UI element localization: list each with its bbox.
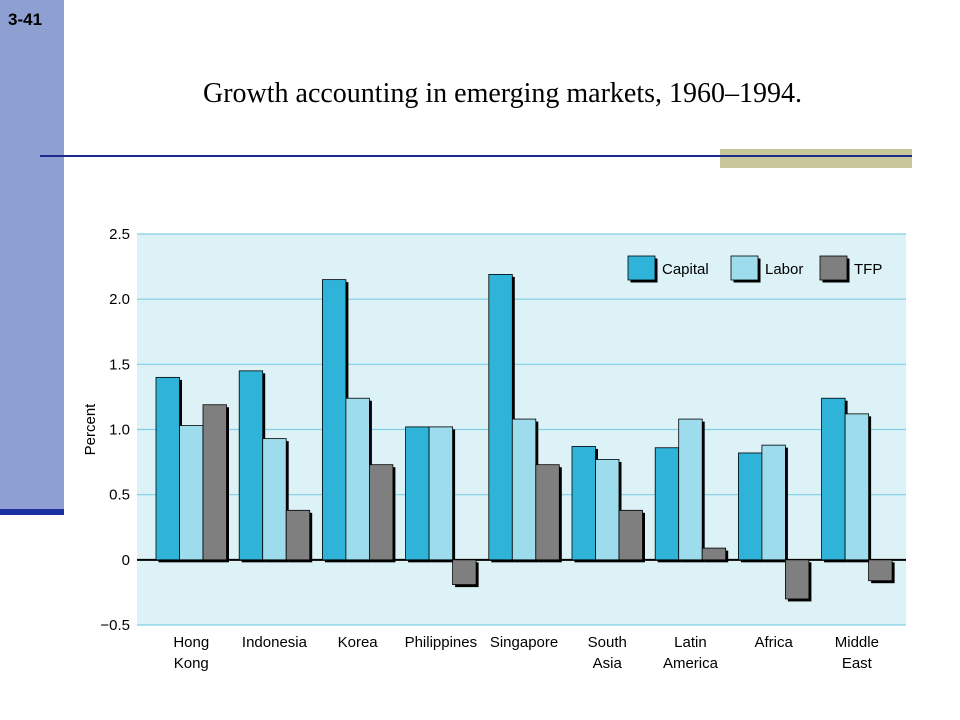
bar-labor xyxy=(844,413,869,561)
bar-tfp xyxy=(618,509,643,561)
title-rule-accent-line xyxy=(720,155,912,157)
bar-labor xyxy=(345,397,370,561)
bar-tfp xyxy=(452,559,477,585)
bar-tfp xyxy=(202,404,227,561)
bar-labor xyxy=(595,459,620,561)
bar-labor xyxy=(428,426,454,561)
legend-swatch-capital xyxy=(627,255,656,281)
x-category-label: Indonesia xyxy=(242,634,308,651)
y-axis-label: Percent xyxy=(82,403,99,456)
x-category-label: Middle xyxy=(835,634,879,651)
bar-capital xyxy=(155,376,180,561)
x-category-label: America xyxy=(663,655,719,672)
x-category-label: East xyxy=(842,655,873,672)
bar-labor xyxy=(678,418,703,561)
legend-label-capital: Capital xyxy=(662,261,709,278)
y-tick-label: 1.0 xyxy=(109,422,130,439)
bar-capital xyxy=(654,447,680,561)
x-category-label: Singapore xyxy=(490,634,558,651)
bar-tfp xyxy=(701,547,727,561)
legend-label-tfp: TFP xyxy=(854,261,882,278)
x-category-label: South xyxy=(588,634,627,651)
y-tick-label: 2.5 xyxy=(109,226,130,243)
bar-labor xyxy=(179,425,204,561)
bar-tfp xyxy=(868,559,893,582)
bar-tfp xyxy=(785,559,810,600)
bar-capital xyxy=(238,370,264,561)
x-category-label: Korea xyxy=(338,634,379,651)
bar-tfp xyxy=(285,509,311,561)
bar-capital xyxy=(821,397,846,561)
x-category-label: Latin xyxy=(674,634,707,651)
x-category-label: Africa xyxy=(754,634,793,651)
bar-capital xyxy=(738,452,763,561)
title-rule-accent xyxy=(720,149,912,168)
left-sidebar-underline xyxy=(0,509,64,515)
left-sidebar-bar xyxy=(0,0,64,512)
y-tick-label: 1.5 xyxy=(109,356,130,373)
bar-capital xyxy=(321,279,347,561)
bar-tfp xyxy=(535,464,560,561)
x-category-label: Hong xyxy=(173,634,209,651)
y-tick-label: −0.5 xyxy=(100,617,130,634)
x-category-label: Kong xyxy=(174,655,209,672)
bar-labor xyxy=(511,418,537,561)
bar-tfp xyxy=(368,464,394,561)
bar-labor xyxy=(262,438,287,561)
y-tick-label: 2.0 xyxy=(109,291,130,308)
title-rule xyxy=(40,155,912,157)
y-tick-label: 0.5 xyxy=(109,487,130,504)
bar-labor xyxy=(761,444,786,561)
legend-swatch-tfp xyxy=(819,255,848,281)
y-tick-label: 0 xyxy=(122,552,130,569)
slide-number: 3-41 xyxy=(8,10,43,29)
bar-capital xyxy=(571,446,596,561)
legend-swatch-labor xyxy=(730,255,759,281)
x-category-label: Philippines xyxy=(405,634,478,651)
legend-label-labor: Labor xyxy=(765,261,803,278)
slide-title: Growth accounting in emerging markets, 1… xyxy=(202,78,803,109)
bar-capital xyxy=(405,426,430,561)
bar-capital xyxy=(488,274,513,561)
x-category-label: Asia xyxy=(593,655,623,672)
